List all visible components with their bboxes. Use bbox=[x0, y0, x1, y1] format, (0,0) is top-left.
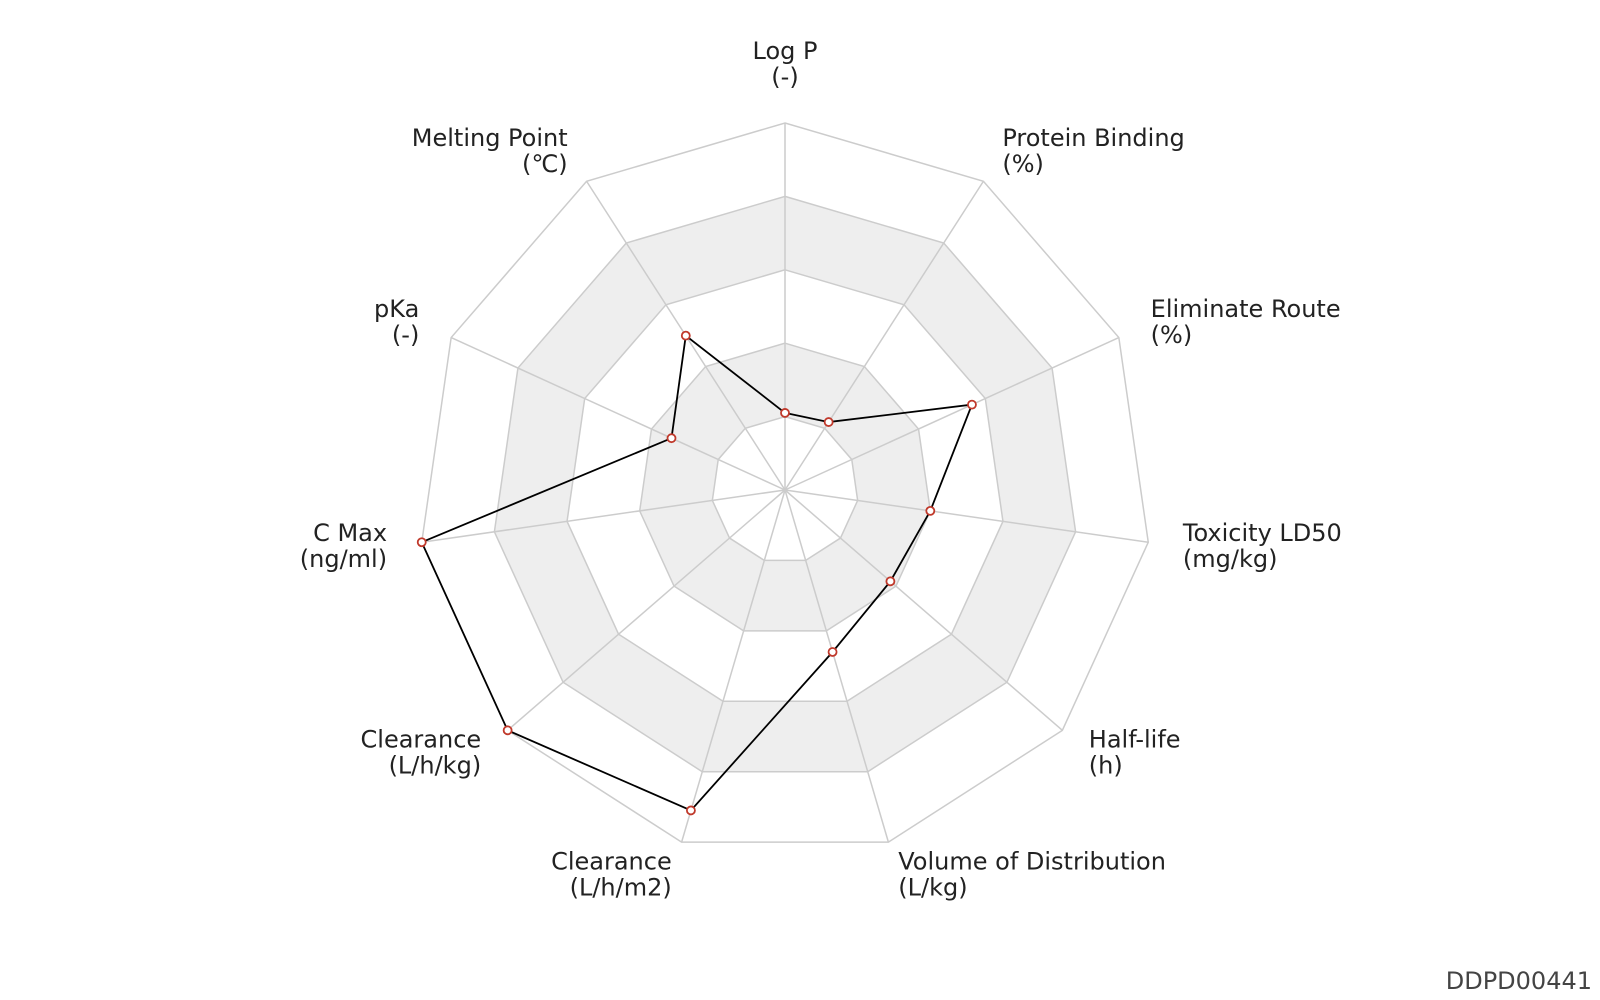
spoke bbox=[507, 489, 786, 731]
axis-unit: (mg/kg) bbox=[1183, 545, 1278, 573]
axis-unit: (L/h/kg) bbox=[389, 751, 482, 779]
axis-label: Clearance bbox=[361, 725, 482, 753]
spoke bbox=[421, 489, 786, 543]
data-point bbox=[823, 417, 834, 427]
axis-unit: (℃) bbox=[522, 150, 568, 178]
spoke bbox=[784, 489, 1063, 731]
axis-unit: (L/kg) bbox=[898, 874, 967, 902]
spoke bbox=[784, 180, 985, 491]
axis-label: Toxicity LD50 bbox=[1182, 519, 1342, 547]
axis-unit: (L/h/m2) bbox=[570, 874, 672, 902]
axis-unit: (-) bbox=[392, 321, 419, 349]
data-point bbox=[925, 505, 936, 516]
data-point bbox=[416, 537, 427, 548]
data-point bbox=[680, 330, 691, 341]
data-point bbox=[885, 576, 896, 587]
data-point bbox=[780, 408, 790, 418]
axis-label: Melting Point bbox=[412, 124, 568, 152]
footer-id: DDPD00441 bbox=[1446, 967, 1592, 995]
spoke bbox=[784, 489, 890, 843]
axis-label: Volume of Distribution bbox=[898, 848, 1166, 876]
axis-unit: (-) bbox=[771, 63, 798, 91]
axis-label: Log P bbox=[753, 37, 818, 65]
spoke bbox=[784, 336, 1120, 491]
axis-unit: (ng/ml) bbox=[300, 545, 387, 573]
data-point bbox=[686, 805, 696, 816]
axis-label: C Max bbox=[313, 519, 387, 547]
axis-label: Eliminate Route bbox=[1151, 295, 1341, 323]
data-point bbox=[502, 725, 513, 736]
data-line bbox=[420, 333, 974, 812]
data-point bbox=[666, 433, 677, 444]
axis-unit: (%) bbox=[1151, 321, 1193, 349]
axis-label: Protein Binding bbox=[1002, 124, 1184, 152]
axis-label: Half-life bbox=[1089, 725, 1181, 753]
data-point bbox=[967, 399, 977, 410]
spoke bbox=[450, 336, 786, 491]
axis-label: pKa bbox=[374, 295, 419, 323]
spoke bbox=[784, 489, 1149, 543]
data-point bbox=[827, 647, 838, 657]
spoke bbox=[680, 489, 786, 843]
axis-unit: (%) bbox=[1002, 150, 1044, 178]
axis-unit: (h) bbox=[1089, 751, 1123, 779]
axis-label: Clearance bbox=[551, 848, 672, 876]
